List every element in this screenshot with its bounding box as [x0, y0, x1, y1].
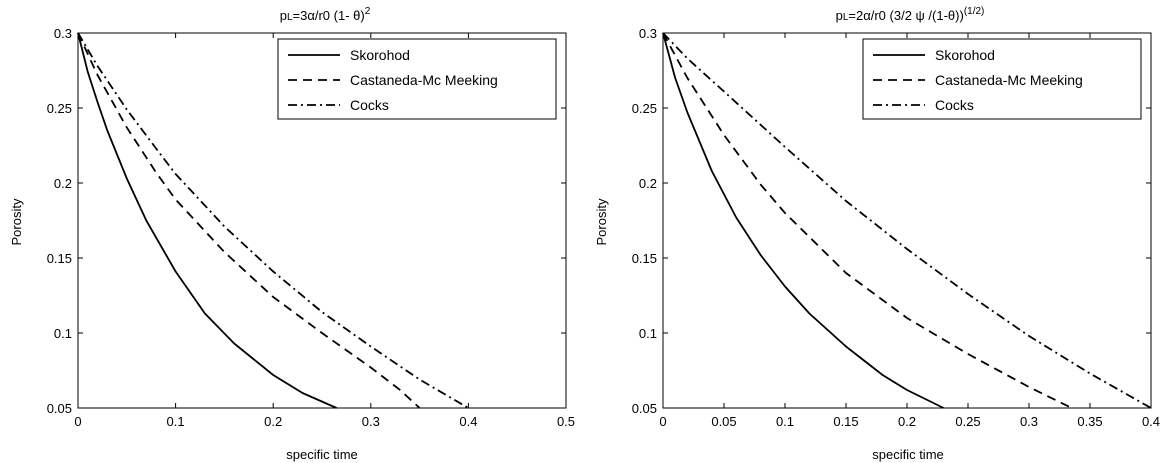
x-tick-label: 0.25 — [955, 414, 980, 429]
x-tick-label: 0.4 — [1142, 414, 1160, 429]
chart-panel-right: pL=2α/r0 (3/2 ψ /(1-θ))(1/2) 0 0.05 0.1 0.1… — [585, 0, 1169, 463]
y-tick-label: 0.3 — [639, 26, 657, 41]
x-tick-label: 0.1 — [167, 414, 185, 429]
legend-box — [862, 38, 1142, 120]
chart-svg-right: pL=2α/r0 (3/2 ψ /(1-θ))(1/2) 0 0.05 0.1 0.1… — [594, 6, 1160, 462]
y-tick-label: 0.25 — [632, 101, 657, 116]
legend-label: Cocks — [935, 97, 974, 113]
x-tick-label: 0.15 — [833, 414, 858, 429]
x-axis-label: specific time — [286, 447, 358, 462]
series-line-1 — [662, 32, 944, 409]
x-tick-label: 0.3 — [1020, 414, 1038, 429]
x-tick-label: 0.1 — [776, 414, 794, 429]
series-line-1 — [77, 32, 337, 409]
x-tick-label: 0.2 — [264, 414, 282, 429]
x-axis-label: specific time — [872, 447, 944, 462]
plot-frame — [77, 32, 567, 409]
y-axis-label: Porosity — [9, 198, 24, 245]
chart-panel-left: pL=3α/r0 (1- θ)2 0 0.1 0.2 0.3 0.4 0.5 0.05 0.1… — [9, 6, 575, 462]
x-tick-label: 0.05 — [711, 414, 736, 429]
x-tick-label: 0.4 — [459, 414, 477, 429]
series-line-3 — [662, 32, 1152, 409]
legend-label: Castaneda-Mc Meeking — [935, 72, 1083, 88]
legend-label: Castaneda-Mc Meeking — [350, 72, 498, 88]
legend-label: Cocks — [350, 97, 389, 113]
x-tick-label: 0 — [659, 414, 666, 429]
series-line-2 — [662, 32, 1073, 409]
y-tick-label: 0.3 — [54, 26, 72, 41]
plot-area: 0 0.1 0.2 0.3 0.4 0.5 0.05 0.1 0.15 0.2 0.25 0.3 Sko… — [47, 26, 575, 429]
legend-label: Skorohod — [935, 47, 995, 63]
y-tick-label: 0.25 — [47, 101, 72, 116]
y-tick-label: 0.05 — [632, 401, 657, 416]
legend-box — [277, 38, 557, 120]
x-tick-label: 0.2 — [898, 414, 916, 429]
y-tick-label: 0.05 — [47, 401, 72, 416]
chart-title: pL=2α/r0 (3/2 ψ /(1-θ))(1/2) — [836, 6, 985, 23]
y-tick-label: 0.15 — [47, 251, 72, 266]
plot-area: 0 0.05 0.1 0.15 0.2 0.25 0.3 0.35 0.40.050.10.15… — [632, 26, 1160, 429]
chart-title: pL=3α/r0 (1- θ)2 — [280, 6, 371, 23]
y-tick-label: 0.2 — [639, 176, 657, 191]
chart-svg-left: pL=3α/r0 (1- θ)2 0 0.1 0.2 0.3 0.4 0.5 0.05 0.1… — [9, 6, 575, 462]
x-tick-label: 0.5 — [557, 414, 575, 429]
y-tick-label: 0.2 — [54, 176, 72, 191]
y-tick-label: 0.1 — [54, 326, 72, 341]
x-tick-label: 0.3 — [362, 414, 380, 429]
x-tick-label: 0 — [74, 414, 81, 429]
x-tick-label: 0.35 — [1077, 414, 1102, 429]
y-axis-label: Porosity — [594, 198, 609, 245]
legend-label: Skorohod — [350, 47, 410, 63]
y-tick-label: 0.1 — [639, 326, 657, 341]
y-tick-label: 0.15 — [632, 251, 657, 266]
